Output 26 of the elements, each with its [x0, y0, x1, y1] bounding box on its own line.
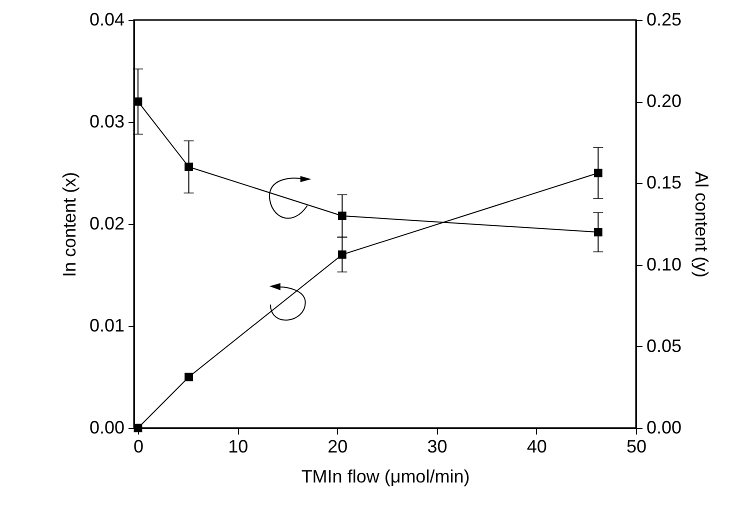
- x-axis-title: TMIn flow (μmol/min): [301, 466, 470, 486]
- y-tick-label: 0.02: [89, 214, 124, 234]
- point: [338, 250, 346, 259]
- y2-tick-label: 0.15: [646, 172, 682, 193]
- point: [184, 162, 193, 172]
- point: [184, 372, 193, 382]
- y2-tick-label: 0.00: [646, 418, 682, 438]
- point: [134, 424, 142, 432]
- x-tick-label: 0: [133, 436, 144, 456]
- x-tick-label: 20: [328, 436, 348, 456]
- y2-tick-label: 0.10: [646, 254, 682, 274]
- y-tick-label: 0.04: [89, 10, 124, 30]
- y2-tick-label: 0.25: [646, 10, 682, 30]
- point: [594, 228, 602, 236]
- point: [338, 212, 346, 220]
- x-tick-label: 30: [427, 436, 448, 456]
- y-axis-title: In content (x): [59, 172, 80, 278]
- y2-axis-title: Al content (y): [692, 171, 712, 278]
- y2-tick-label: 0.05: [646, 336, 682, 356]
- x-tick-label: 10: [228, 436, 248, 456]
- y2-tick-label: 0.20: [646, 91, 682, 112]
- y-tick-label: 0.03: [89, 112, 124, 132]
- y-tick-label: 0.01: [89, 316, 124, 336]
- y-tick-label: 0.00: [89, 418, 124, 438]
- x-tick-label: 50: [626, 436, 647, 456]
- x-tick-label: 40: [526, 436, 547, 456]
